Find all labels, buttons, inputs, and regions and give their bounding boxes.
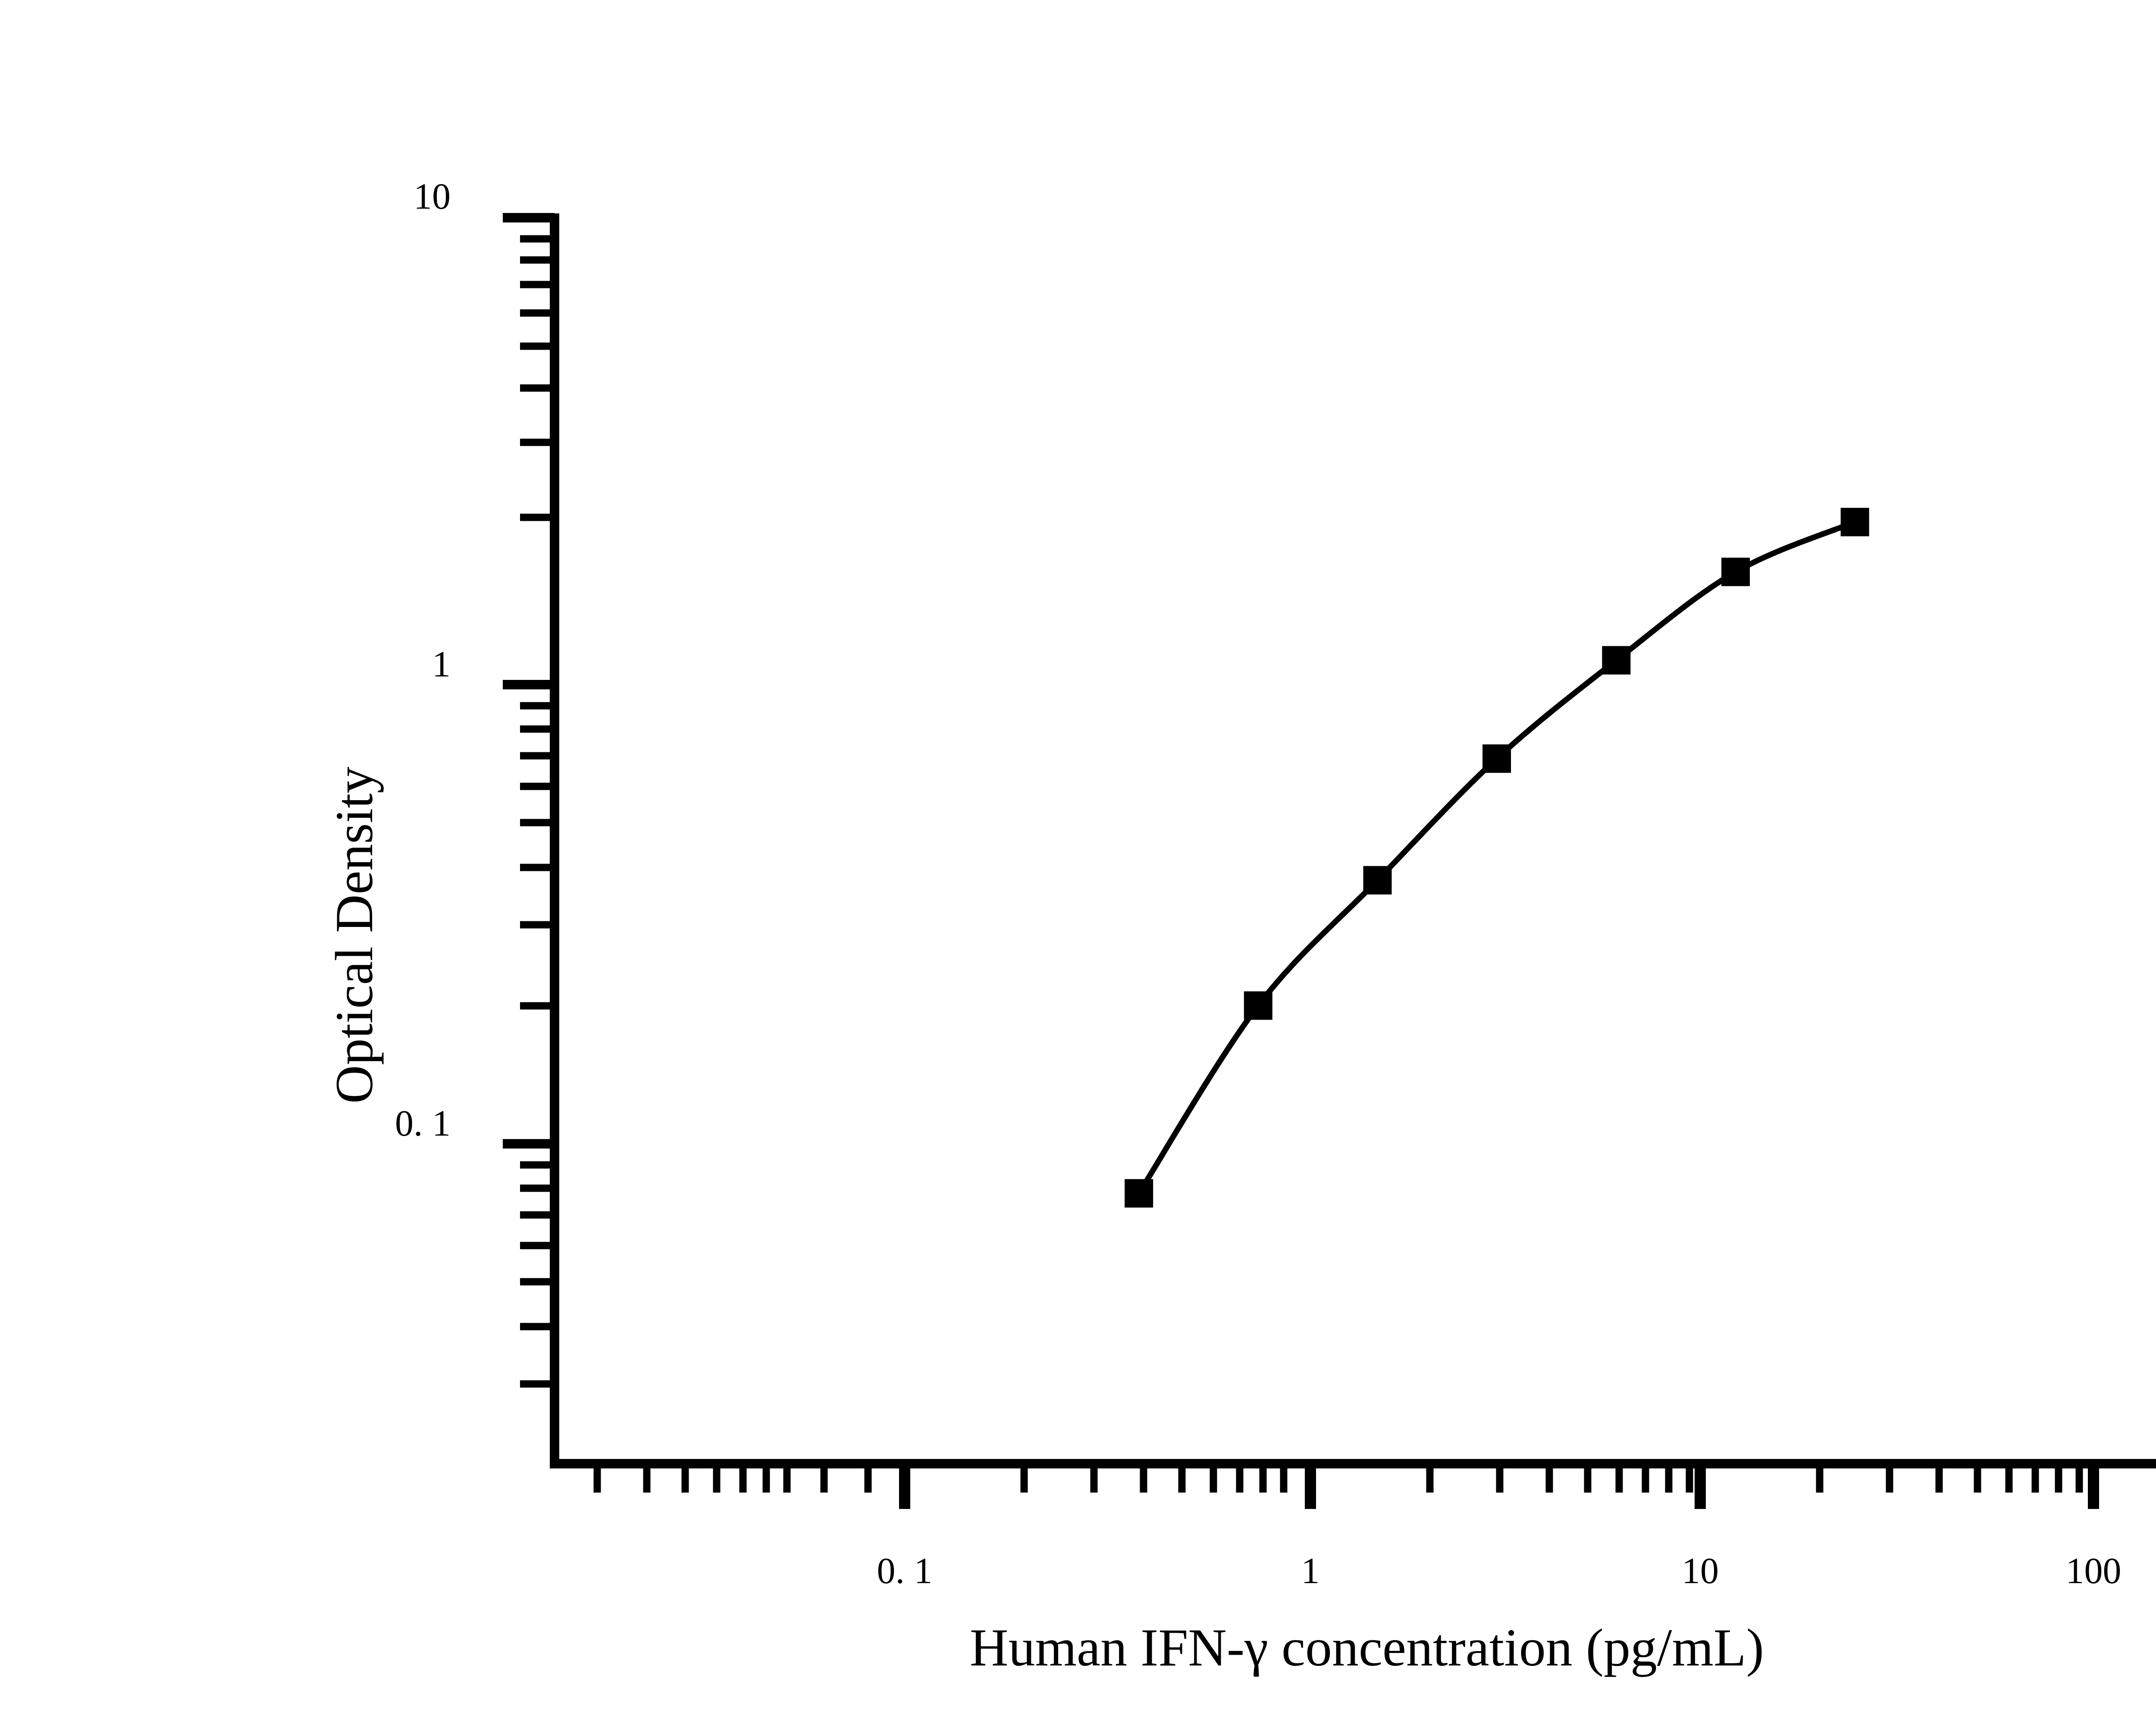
data-curve bbox=[1136, 519, 1858, 1196]
x-tick-label-0.1: 0. 1 bbox=[877, 1550, 933, 1591]
data-point-marker bbox=[1482, 744, 1511, 773]
data-point-marker bbox=[1840, 507, 1869, 536]
x-axis-title: Human IFN-γ concentration (pg/mL) bbox=[970, 1618, 1764, 1677]
data-point-markers bbox=[1125, 507, 1869, 1208]
y-tick-label-0.1: 0. 1 bbox=[395, 1102, 451, 1144]
x-tick-label-100: 100 bbox=[2065, 1550, 2122, 1591]
y-axis-title: Optical Density bbox=[325, 767, 384, 1104]
data-point-marker bbox=[1125, 1179, 1153, 1208]
y-tick-label-1: 1 bbox=[432, 643, 451, 685]
data-point-marker bbox=[1602, 646, 1631, 675]
data-point-marker bbox=[1244, 991, 1272, 1020]
x-tick-label-1: 1 bbox=[1301, 1550, 1320, 1591]
y-tick-label-10: 10 bbox=[414, 175, 451, 217]
x-tick-label-10: 10 bbox=[1682, 1550, 1719, 1591]
x-axis-ticks bbox=[593, 1464, 2099, 1509]
axis-lines bbox=[550, 213, 2156, 1468]
y-axis-ticks bbox=[503, 213, 555, 1388]
data-point-marker bbox=[1721, 557, 1750, 586]
data-point-marker bbox=[1363, 866, 1392, 895]
